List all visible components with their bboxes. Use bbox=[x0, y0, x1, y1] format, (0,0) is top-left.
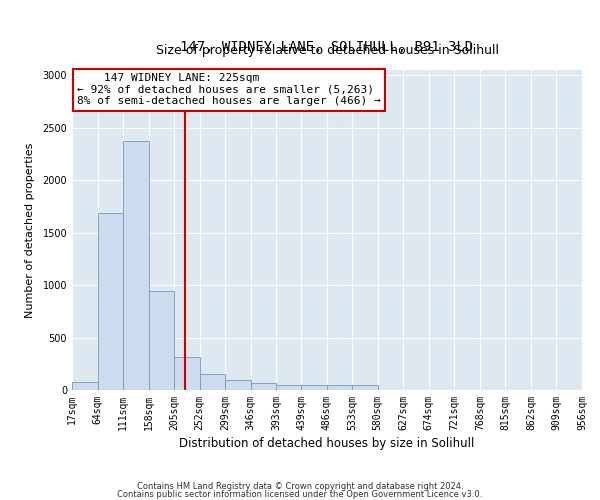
Title: 147, WIDNEY LANE, SOLIHULL, B91 3LD: 147, WIDNEY LANE, SOLIHULL, B91 3LD bbox=[181, 40, 473, 54]
Text: Contains public sector information licensed under the Open Government Licence v3: Contains public sector information licen… bbox=[118, 490, 482, 499]
Y-axis label: Number of detached properties: Number of detached properties bbox=[25, 142, 35, 318]
Bar bbox=[149, 292, 174, 390]
Text: Size of property relative to detached houses in Solihull: Size of property relative to detached ho… bbox=[155, 44, 499, 57]
Bar bbox=[123, 142, 149, 390]
Bar bbox=[327, 385, 352, 390]
Bar bbox=[225, 380, 251, 390]
Bar bbox=[251, 383, 276, 390]
Bar bbox=[72, 382, 98, 390]
X-axis label: Distribution of detached houses by size in Solihull: Distribution of detached houses by size … bbox=[179, 437, 475, 450]
Bar bbox=[98, 212, 123, 390]
Bar bbox=[200, 374, 225, 390]
Bar bbox=[276, 385, 302, 390]
Text: Contains HM Land Registry data © Crown copyright and database right 2024.: Contains HM Land Registry data © Crown c… bbox=[137, 482, 463, 491]
Bar bbox=[352, 385, 378, 390]
Bar bbox=[174, 358, 200, 390]
Bar bbox=[301, 385, 327, 390]
Text: 147 WIDNEY LANE: 225sqm
← 92% of detached houses are smaller (5,263)
8% of semi-: 147 WIDNEY LANE: 225sqm ← 92% of detache… bbox=[77, 73, 381, 106]
